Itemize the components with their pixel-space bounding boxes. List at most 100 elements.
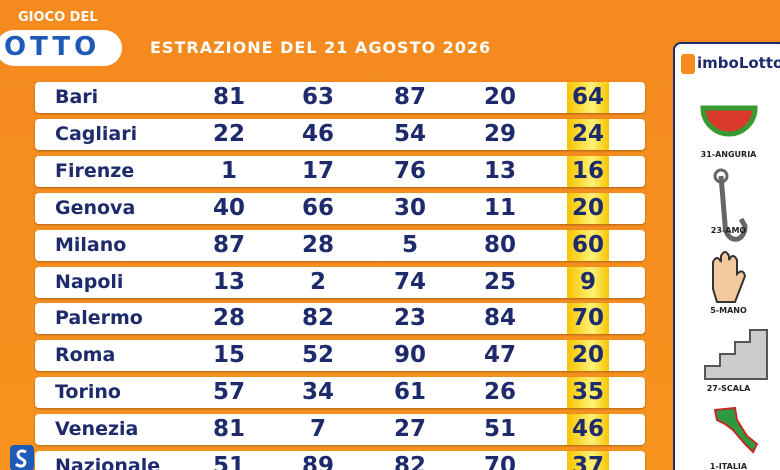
drawn-number: 90 [393, 342, 426, 369]
drawn-number: 61 [393, 379, 426, 406]
hook-icon [718, 175, 748, 242]
city-name: Genova [55, 196, 136, 219]
drawn-number: 5 [401, 231, 418, 258]
drawn-number: 20 [571, 342, 604, 369]
symbol-label: 31-ANGURIA [700, 150, 757, 159]
drawn-number: 70 [483, 453, 516, 470]
highlight-cell [567, 414, 609, 446]
drawn-number: 82 [393, 453, 426, 470]
drawn-number: 87 [393, 84, 426, 110]
drawn-number: 26 [483, 379, 516, 406]
city-name: Roma [55, 344, 116, 367]
drawn-number: 74 [393, 268, 426, 295]
drawn-number: 13 [483, 157, 516, 184]
drawn-number: 66 [301, 194, 334, 221]
result-row: Palermo 28 82 23 84 70 [35, 303, 645, 335]
sidebar-logo-icon [681, 54, 695, 74]
drawn-number: 57 [212, 379, 245, 406]
city-name: Palermo [55, 307, 143, 330]
city-name: Firenze [55, 159, 135, 182]
drawn-number: 16 [571, 157, 604, 184]
drawn-number: 7 [309, 416, 326, 443]
drawn-number: 46 [571, 416, 604, 443]
hook-eye [713, 168, 729, 184]
drawn-number: 9 [579, 268, 596, 295]
stairs-icon [704, 329, 768, 380]
drawn-number: 25 [483, 268, 516, 295]
drawn-number: 40 [212, 194, 245, 221]
drawn-number: 63 [301, 84, 334, 110]
highlight-cell [567, 192, 609, 224]
sidebar: imboLotto 31-ANGURIA 23-AMO 5-MANO 27-SCALA… [673, 42, 780, 470]
highlight-cell [567, 377, 609, 409]
hand-icon [712, 251, 747, 303]
city-name: Cagliari [55, 122, 138, 145]
watermelon-icon [700, 105, 758, 137]
drawn-number: 22 [212, 120, 245, 147]
result-row: Venezia 81 7 27 51 46 [35, 414, 645, 446]
badge-icon [14, 449, 27, 468]
drawn-number: 52 [301, 342, 334, 369]
highlight-cell [567, 303, 609, 335]
symbol-label: 1-ITALIA [709, 462, 748, 470]
drawn-number: 24 [571, 120, 604, 147]
drawn-number: 34 [301, 379, 334, 406]
result-row: Bari 81 63 87 20 64 [35, 82, 645, 113]
drawn-number: 60 [571, 231, 604, 258]
drawn-number: 51 [212, 453, 245, 470]
result-row: Torino 57 34 61 26 35 [35, 377, 645, 409]
drawn-number: 82 [301, 305, 334, 332]
drawn-number: 11 [483, 194, 516, 221]
drawn-number: 84 [483, 305, 516, 332]
drawn-number: 29 [483, 120, 516, 147]
drawn-number: 76 [393, 157, 426, 184]
logo-top: GIOCO DEL [18, 10, 98, 25]
highlight-cell [567, 340, 609, 372]
symbol-icons [700, 105, 768, 454]
drawn-number: 28 [301, 231, 334, 258]
city-name: Venezia [55, 418, 139, 441]
drawn-number: 70 [571, 305, 604, 332]
drawn-number: 27 [393, 416, 426, 443]
logo-badge [0, 30, 122, 66]
city-name: Nazionale [55, 455, 161, 470]
drawn-number: 64 [571, 84, 604, 110]
result-row: Cagliari 22 46 54 29 24 [35, 118, 645, 150]
drawn-number: 20 [483, 84, 516, 110]
drawn-number: 51 [483, 416, 516, 443]
drawn-number: 28 [212, 305, 245, 332]
highlight-cell [567, 229, 609, 261]
highlight-cell [567, 118, 609, 150]
drawn-number: 1 [220, 157, 237, 184]
drawn-number: 17 [301, 157, 334, 184]
result-row: Genova 40 66 30 11 20 [35, 192, 645, 224]
drawn-number: 13 [212, 268, 245, 295]
result-row: Firenze 1 17 76 13 16 [35, 155, 645, 187]
drawn-number: 81 [212, 84, 245, 110]
city-name: Milano [55, 233, 127, 256]
symbol-label: 5-MANO [710, 306, 747, 315]
logo-main: OTTO [4, 32, 101, 62]
italy-icon [713, 406, 759, 454]
drawn-number: 81 [212, 416, 245, 443]
symbol-label: 27-SCALA [706, 384, 751, 393]
drawn-number: 46 [301, 120, 334, 147]
drawn-number: 23 [393, 305, 426, 332]
result-row: Nazionale 51 89 82 70 37 [35, 451, 645, 470]
sidebar-title: imboLotto [697, 54, 780, 72]
highlight-cell [567, 155, 609, 187]
city-name: Napoli [55, 270, 124, 293]
highlight-cell [567, 451, 609, 470]
result-row: Roma 15 52 90 47 20 [35, 340, 645, 372]
city-name: Torino [55, 381, 121, 404]
drawn-number: 35 [571, 379, 604, 406]
title: ESTRAZIONE DEL 21 AGOSTO 2026 [150, 38, 492, 57]
result-row: Napoli 13 2 74 25 9 [35, 266, 645, 298]
drawn-number: 15 [212, 342, 245, 369]
drawn-number: 30 [393, 194, 426, 221]
drawn-number: 20 [571, 194, 604, 221]
drawn-number: 87 [212, 231, 245, 258]
drawn-number: 47 [483, 342, 516, 369]
drawn-number: 2 [309, 268, 326, 295]
